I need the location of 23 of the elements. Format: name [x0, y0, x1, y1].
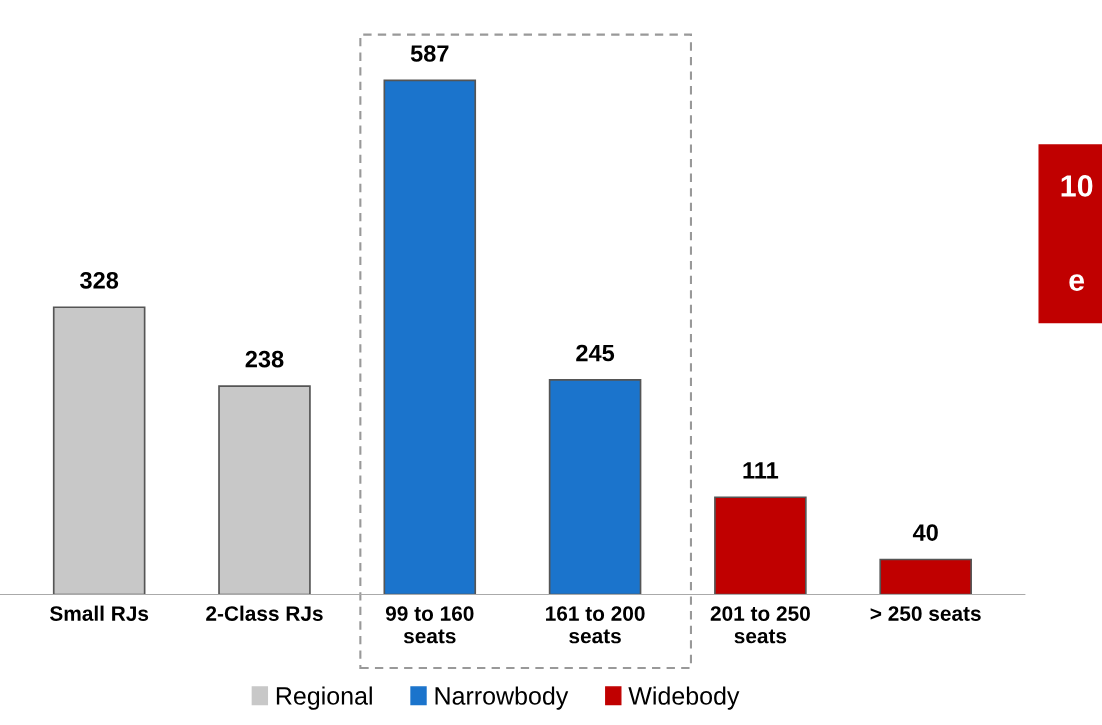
- x-tick-label: 99 to 160 seats: [385, 606, 474, 644]
- x-tick-label: 201 to 250 seats: [710, 606, 810, 644]
- x-tick-label: > 250 seats: [870, 606, 981, 621]
- data-label: 587: [410, 45, 449, 62]
- bar: [218, 385, 311, 595]
- x-tick-label: 161 to 200 seats: [546, 606, 645, 644]
- legend-label: Narrowbody: [435, 686, 569, 710]
- x-tick-label: Small RJs: [49, 605, 149, 621]
- bar: [52, 306, 146, 595]
- bar: [548, 379, 642, 595]
- x-tick-label: 2-Class RJs: [206, 605, 323, 621]
- text: e: [1069, 274, 1085, 291]
- bar: [383, 79, 477, 595]
- text: 10: [1061, 175, 1093, 197]
- data-label: 245: [576, 344, 615, 362]
- data-label: 328: [80, 271, 119, 289]
- bar: [879, 558, 972, 595]
- legend-label: Widebody: [628, 686, 740, 710]
- legend-label: Regional: [276, 686, 372, 710]
- data-label: 238: [245, 350, 284, 368]
- bar: [714, 496, 807, 595]
- data-label: 40: [912, 524, 938, 541]
- data-label: 111: [743, 462, 779, 479]
